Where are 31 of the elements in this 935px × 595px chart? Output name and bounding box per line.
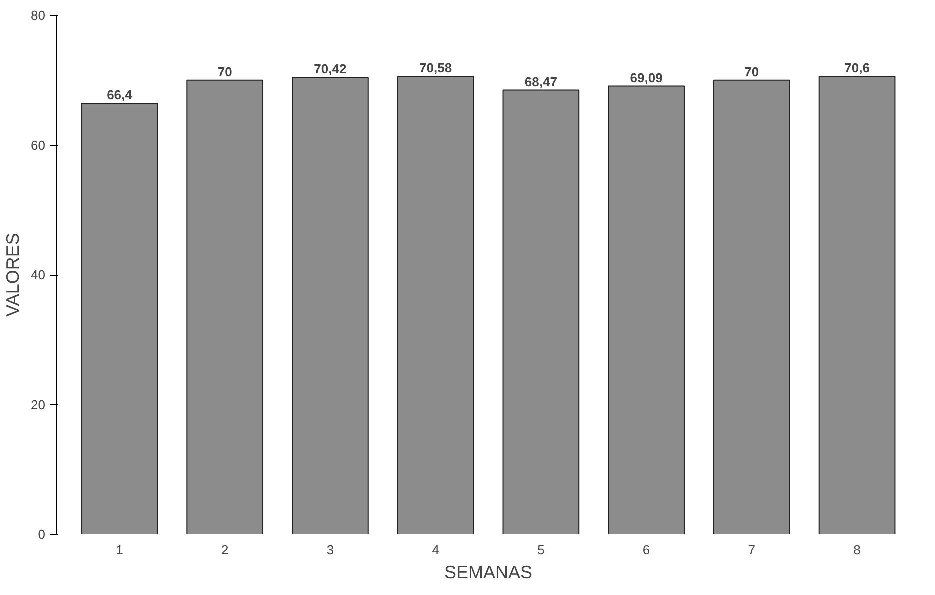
x-tick-label: 1 (116, 542, 124, 558)
x-tick-label: 2 (221, 542, 229, 558)
x-tick-label: 4 (432, 542, 440, 558)
data-label: 70,58 (420, 60, 452, 76)
x-tick-label: 6 (642, 542, 650, 558)
bar (608, 86, 685, 534)
bar (818, 76, 896, 534)
data-label: 66,4 (107, 88, 134, 103)
x-tick-label: 3 (326, 542, 334, 558)
data-label: 70,42 (314, 62, 347, 77)
y-tick-label: 60 (31, 138, 46, 153)
data-label: 70 (218, 64, 232, 80)
bar (713, 80, 790, 534)
bar (81, 103, 158, 534)
x-tick-label: 8 (854, 542, 861, 558)
x-tick-label: 5 (538, 542, 545, 558)
bar (292, 77, 369, 534)
data-label: 68,47 (524, 74, 558, 90)
x-tick-label: 7 (748, 542, 756, 558)
x-axis-title: SEMANAS (444, 562, 533, 582)
bar (186, 80, 264, 534)
bar (502, 90, 580, 534)
data-label: 69,09 (630, 70, 663, 86)
y-tick-label: 20 (31, 397, 46, 412)
y-tick-label: 80 (31, 8, 46, 23)
y-axis-title: VALORES (3, 233, 24, 317)
bar (397, 76, 474, 534)
data-label: 70 (744, 64, 760, 80)
y-tick-label: 40 (31, 268, 46, 282)
data-label: 70,6 (844, 60, 870, 76)
y-tick-label: 0 (38, 527, 46, 542)
